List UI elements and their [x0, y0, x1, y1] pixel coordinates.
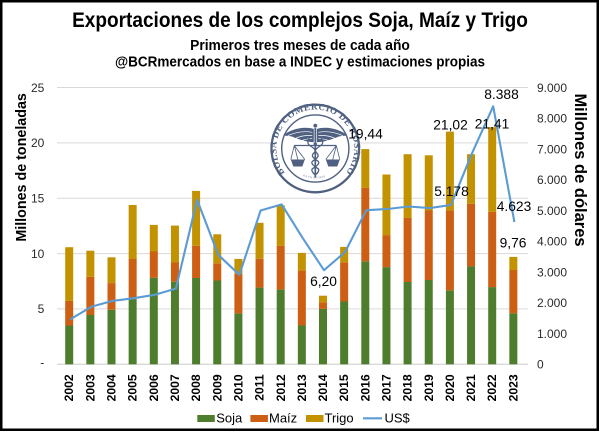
svg-text:2018: 2018 — [401, 374, 415, 401]
svg-text:5: 5 — [38, 302, 45, 316]
svg-text:2.000: 2.000 — [537, 296, 567, 310]
svg-text:2004: 2004 — [105, 374, 119, 401]
svg-text:-: - — [40, 356, 44, 370]
svg-text:Millones de toneladas: Millones de toneladas — [14, 93, 30, 242]
svg-text:2013: 2013 — [295, 374, 309, 401]
svg-text:6,20: 6,20 — [310, 274, 337, 289]
svg-text:2010: 2010 — [231, 374, 245, 401]
svg-text:Primeros tres meses de cada añ: Primeros tres meses de cada año — [190, 38, 410, 55]
svg-text:2016: 2016 — [358, 374, 372, 401]
svg-text:8.388: 8.388 — [484, 87, 519, 102]
svg-text:Trigo: Trigo — [325, 410, 354, 425]
svg-text:@BCRmercados en base a INDEC y: @BCRmercados en base a INDEC y estimacio… — [115, 54, 485, 71]
svg-text:7.000: 7.000 — [537, 142, 567, 156]
svg-text:0: 0 — [537, 358, 544, 372]
svg-text:2019: 2019 — [422, 374, 436, 401]
svg-text:Exportaciones de los complejos: Exportaciones de los complejos Soja, Maí… — [72, 9, 528, 32]
svg-text:19,44: 19,44 — [348, 127, 383, 142]
svg-text:2003: 2003 — [83, 374, 97, 401]
svg-text:5.178: 5.178 — [434, 184, 469, 199]
svg-text:15: 15 — [31, 192, 45, 206]
svg-text:2023: 2023 — [506, 374, 520, 401]
svg-text:Millones de dólares: Millones de dólares — [571, 93, 589, 246]
svg-text:6.000: 6.000 — [537, 173, 567, 187]
svg-text:1.000: 1.000 — [537, 327, 567, 341]
svg-text:Soja: Soja — [216, 410, 243, 425]
svg-text:2015: 2015 — [337, 374, 351, 401]
svg-text:2002: 2002 — [62, 374, 76, 401]
svg-text:4.000: 4.000 — [537, 235, 567, 249]
svg-text:2022: 2022 — [485, 374, 499, 401]
svg-text:10: 10 — [31, 247, 45, 261]
svg-text:3.000: 3.000 — [537, 265, 567, 279]
svg-text:2014: 2014 — [316, 374, 330, 401]
svg-text:2005: 2005 — [126, 374, 140, 401]
svg-text:21,02: 21,02 — [433, 117, 468, 132]
svg-text:2017: 2017 — [380, 374, 394, 401]
svg-text:21,41: 21,41 — [475, 116, 510, 131]
svg-text:8.000: 8.000 — [537, 112, 567, 126]
svg-text:2011: 2011 — [253, 374, 267, 401]
svg-text:5.000: 5.000 — [537, 204, 567, 218]
svg-text:20: 20 — [31, 136, 45, 150]
svg-text:2007: 2007 — [168, 374, 182, 401]
svg-text:2008: 2008 — [189, 374, 203, 401]
svg-text:2021: 2021 — [464, 374, 478, 401]
svg-text:9,76: 9,76 — [500, 236, 527, 251]
svg-text:2012: 2012 — [274, 374, 288, 401]
svg-text:Maíz: Maíz — [269, 410, 297, 425]
svg-text:4.623: 4.623 — [497, 199, 532, 214]
svg-text:25: 25 — [31, 81, 45, 95]
svg-text:9.000: 9.000 — [537, 81, 567, 95]
svg-text:2006: 2006 — [147, 374, 161, 401]
svg-text:2009: 2009 — [210, 374, 224, 401]
svg-text:2020: 2020 — [443, 374, 457, 401]
svg-text:US$: US$ — [385, 410, 411, 425]
